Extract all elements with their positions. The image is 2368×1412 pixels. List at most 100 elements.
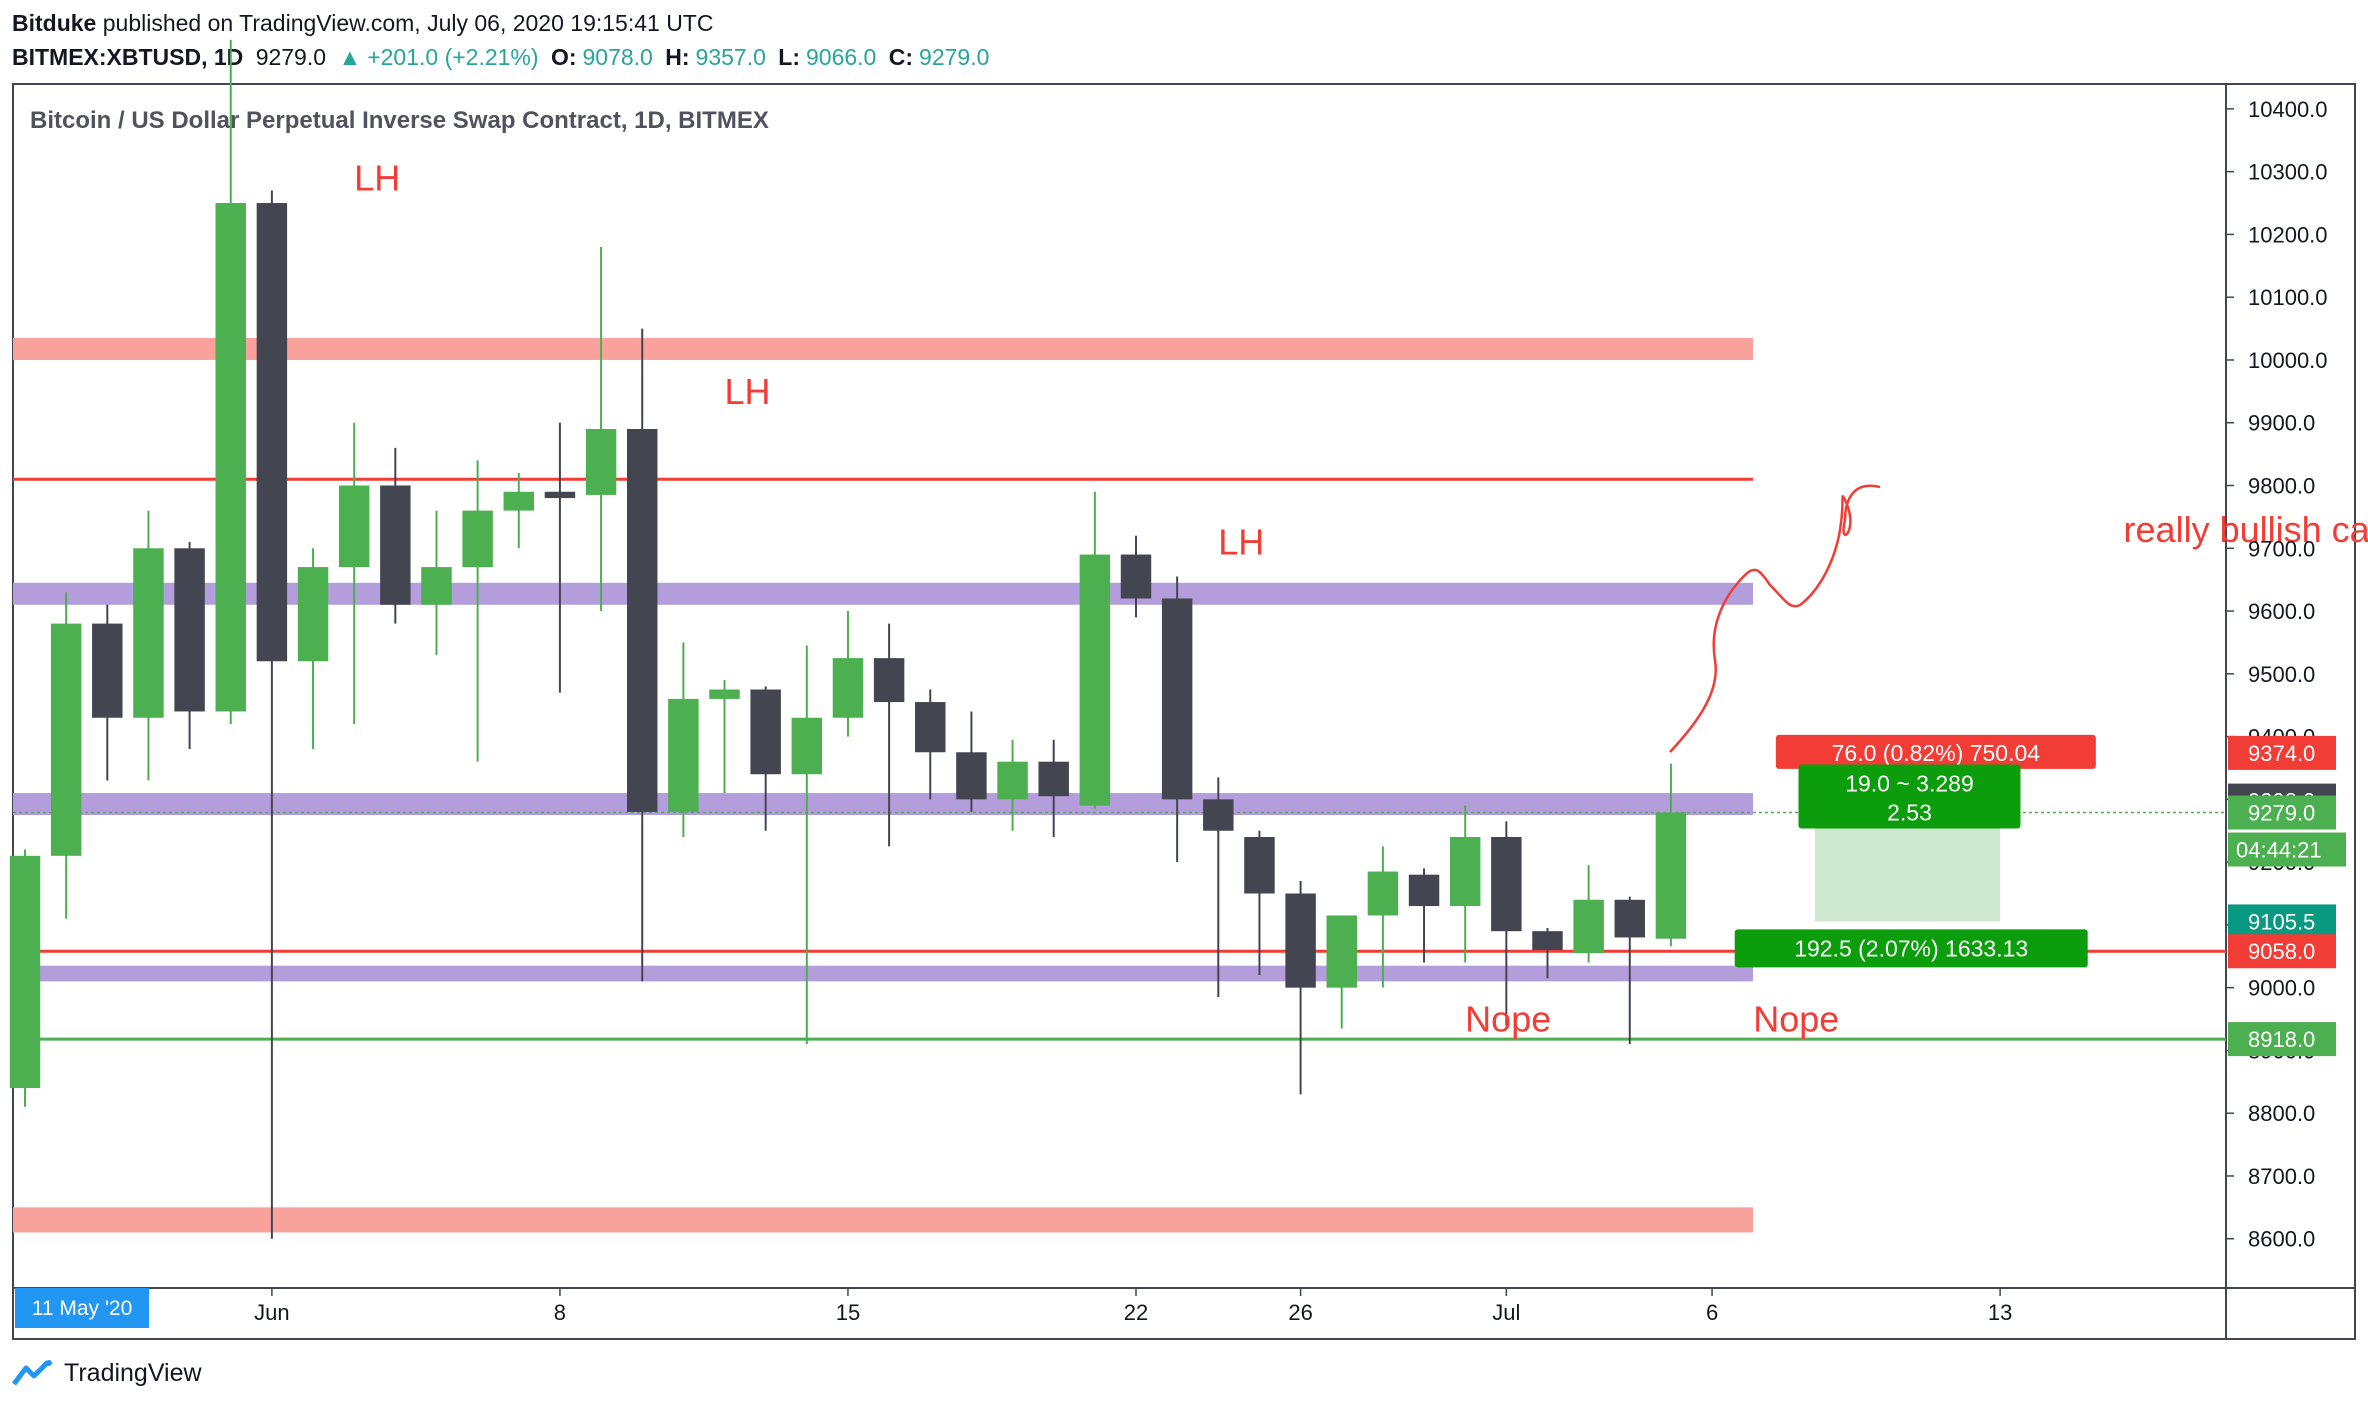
y-tick-label: 10400.0 [2248, 97, 2328, 122]
y-tick-label: 10000.0 [2248, 348, 2328, 373]
candle [956, 711, 987, 812]
candle [709, 680, 740, 794]
x-tick-label: 15 [836, 1300, 860, 1325]
countdown-label: 04:44:21 [2236, 838, 2322, 863]
y-tick-label: 9600.0 [2248, 599, 2315, 624]
candle-body [1038, 761, 1069, 797]
ratio-label: 19.0 ~ 3.289 [1845, 771, 1974, 797]
candle [380, 447, 411, 624]
author-name[interactable]: Bitduke [12, 10, 97, 36]
close-value: 9279.0 [919, 44, 990, 70]
price-label-box [2228, 735, 2336, 770]
annotation-label: LH [1218, 522, 1264, 563]
candle [462, 460, 493, 762]
price-label: 8918.0 [2248, 1027, 2315, 1052]
candle [215, 39, 246, 725]
candle [915, 689, 946, 800]
position-profit-area [1814, 812, 2001, 922]
annotation-label: really bullish case [2124, 509, 2368, 550]
candle-body [421, 567, 452, 605]
price-label-box [2228, 1022, 2336, 1057]
candle [1326, 915, 1357, 1029]
footer: TradingView [12, 1358, 202, 1388]
price-change: +201.0 (+2.21%) [367, 44, 539, 70]
y-tick-label: 9500.0 [2248, 662, 2315, 687]
change-arrow-icon: ▲ [338, 44, 362, 70]
y-tick-label: 10300.0 [2248, 160, 2328, 185]
candle-body [256, 203, 288, 662]
open-value: 9078.0 [582, 44, 653, 70]
price-label-box [2228, 795, 2336, 830]
candle [873, 623, 905, 847]
target-label-box [1775, 734, 2096, 769]
y-tick-label: 10100.0 [2248, 285, 2328, 310]
candle [174, 541, 205, 750]
candle [92, 604, 123, 781]
candle [1573, 865, 1604, 963]
chart-header: Bitduke published on TradingView.com, Ju… [12, 6, 995, 74]
candle-body [297, 567, 329, 662]
candle-body [626, 429, 658, 812]
zone-band-0 [13, 337, 1753, 360]
candle [1655, 763, 1687, 947]
candle [626, 328, 658, 982]
candle-body [1614, 899, 1646, 938]
candle [1449, 805, 1481, 963]
x-tick-label: 6 [1706, 1300, 1718, 1325]
candle [338, 422, 370, 725]
candle [1161, 576, 1193, 863]
candle-body [791, 717, 823, 775]
tradingview-logo-icon[interactable] [12, 1358, 56, 1388]
y-tick-label: 9700.0 [2248, 536, 2315, 561]
high-label: H: [665, 44, 690, 70]
candle [1079, 491, 1111, 809]
candle [1408, 868, 1440, 963]
candle-body [1532, 931, 1563, 950]
candle-body [215, 203, 246, 712]
candle-body [668, 698, 699, 812]
y-tick-label: 9900.0 [2248, 411, 2315, 436]
candle [1491, 821, 1522, 1026]
start-date-box [15, 1288, 149, 1328]
candle [1120, 535, 1152, 618]
candle-body [1367, 871, 1399, 916]
low-label: L: [778, 44, 800, 70]
publish-line: Bitduke published on TradingView.com, Ju… [12, 6, 995, 40]
countdown-box [2228, 832, 2346, 867]
price-label: 9105.5 [2248, 909, 2315, 934]
price-label: 9279.0 [2248, 801, 2315, 826]
candle [421, 510, 452, 655]
candle-body [1655, 812, 1687, 939]
candle [1532, 928, 1563, 979]
x-tick-label: Jun [254, 1300, 289, 1325]
open-label: O: [550, 44, 577, 70]
x-tick-label: 8 [554, 1300, 566, 1325]
annotation-label: Nope [1465, 999, 1551, 1040]
candle-body [709, 689, 740, 699]
candle-body [997, 761, 1028, 800]
candle-body [1408, 874, 1440, 907]
candle [791, 645, 823, 1045]
tradingview-brand[interactable]: TradingView [64, 1358, 202, 1387]
annotation-label: LH [354, 157, 400, 198]
last-price: 9279.0 [255, 44, 327, 70]
candle [544, 422, 576, 693]
stop-label-box [1734, 929, 2088, 968]
target-label: 76.0 (0.82%) 750.04 [1832, 740, 2041, 766]
candle [256, 190, 288, 1239]
candle-body [1285, 893, 1316, 988]
candle-body [585, 429, 617, 495]
candle-body [1244, 837, 1275, 894]
candle [1285, 880, 1316, 1095]
candle [585, 246, 617, 612]
candle-body [544, 491, 576, 499]
candle [832, 611, 864, 737]
price-label-box [2228, 934, 2336, 969]
chart-frame [12, 83, 2356, 1340]
candle-body [873, 658, 905, 703]
candle [1614, 896, 1646, 1045]
candle [750, 686, 781, 831]
symbol-label: BITMEX:XBTUSD, 1D [12, 44, 244, 70]
candle-body [1203, 799, 1234, 831]
